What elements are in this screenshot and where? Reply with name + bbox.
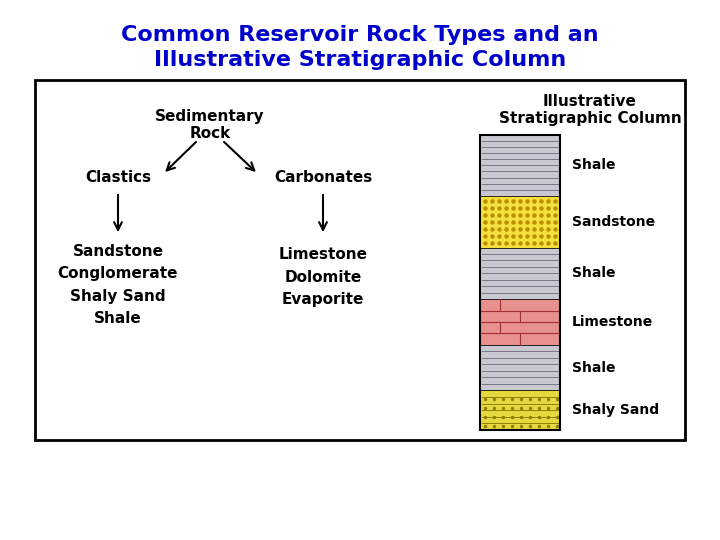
Text: Shale: Shale [572, 266, 616, 280]
Bar [480, 390, 560, 430]
Bar [480, 196, 560, 247]
Text: Sandstone: Sandstone [572, 215, 655, 228]
Text: Illustrative Stratigraphic Column: Illustrative Stratigraphic Column [154, 50, 566, 70]
Text: Illustrative
Stratigraphic Column: Illustrative Stratigraphic Column [499, 94, 681, 126]
Bar [480, 135, 560, 196]
Text: Clastics: Clastics [85, 171, 151, 186]
Text: Shaly Sand: Shaly Sand [572, 403, 659, 417]
Text: Sandstone
Conglomerate
Shaly Sand
Shale: Sandstone Conglomerate Shaly Sand Shale [58, 244, 179, 326]
Text: Limestone: Limestone [572, 315, 653, 329]
Text: Sedimentary
Rock: Sedimentary Rock [156, 109, 265, 141]
Bar [480, 299, 560, 345]
Text: Common Reservoir Rock Types and an: Common Reservoir Rock Types and an [121, 25, 599, 45]
Bar [35, 80, 685, 440]
Text: Limestone
Dolomite
Evaporite: Limestone Dolomite Evaporite [279, 247, 367, 307]
Bar [480, 247, 560, 299]
Text: Carbonates: Carbonates [274, 171, 372, 186]
Text: Shale: Shale [572, 158, 616, 172]
Bar [480, 345, 560, 390]
Text: Shale: Shale [572, 361, 616, 375]
Bar [480, 135, 560, 430]
